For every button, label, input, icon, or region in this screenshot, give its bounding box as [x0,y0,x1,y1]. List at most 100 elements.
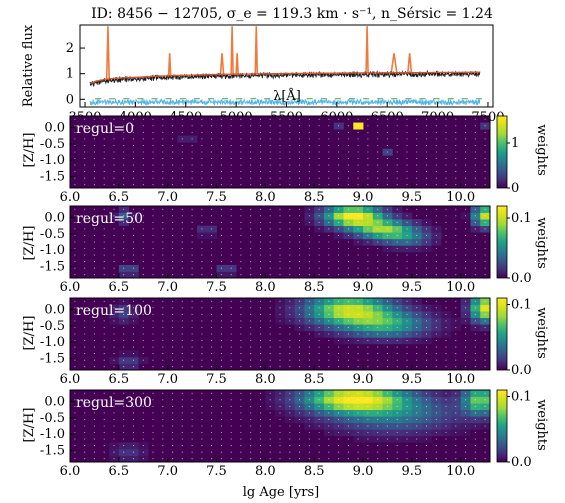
grid-dot [367,234,369,237]
grid-dot [367,326,369,329]
grid-dot [269,151,271,153]
grid-dot [474,267,476,269]
grid-dot [328,451,330,453]
grid-dot [298,333,301,335]
grid-dot [357,234,359,237]
grid-dot [357,151,359,153]
grid-dot [396,171,398,173]
grid-dot [123,405,125,407]
grid-dot [93,326,95,329]
grid-dot [338,366,340,368]
heatmap-x-tick-label: 6.0 [60,464,81,479]
grid-dot [425,366,428,368]
colorbar [496,389,508,463]
grid-dot [259,254,262,256]
grid-dot [357,228,359,230]
grid-dot [474,247,476,250]
grid-dot [396,307,398,309]
grid-dot [377,326,379,329]
grid-dot [259,164,262,166]
grid-dot [250,451,252,453]
grid-dot [93,366,95,368]
grid-dot [74,300,76,302]
grid-dot [279,346,281,348]
grid-dot [386,247,388,250]
grid-dot [386,144,388,147]
grid-dot [172,118,174,120]
grid-dot [191,247,193,250]
grid-dot [367,451,369,453]
grid-dot [259,261,262,263]
grid-dot [240,254,242,256]
colorbar-label: weights [534,399,549,451]
grid-dot [172,241,174,243]
grid-dot [396,320,398,322]
grid-dot [84,221,86,223]
grid-dot [416,333,418,335]
grid-dot [240,399,242,401]
grid-dot [347,261,349,263]
grid-dot [230,208,232,210]
grid-dot [123,228,125,230]
grid-dot [230,359,232,361]
grid-dot [406,241,408,243]
grid-dot [123,359,125,361]
grid-dot [445,346,447,348]
grid-dot [259,431,262,434]
grid-dot [386,320,388,322]
grid-dot [191,118,193,120]
grid-dot [289,164,291,166]
grid-dot [269,366,271,368]
grid-dot [377,438,379,440]
grid-dot [172,164,174,166]
grid-dot [455,164,457,166]
grid-dot [259,320,262,322]
grid-dot [328,405,330,407]
grid-dot [142,353,144,355]
grid-dot [298,234,301,237]
grid-dot [347,431,349,434]
grid-dot [230,412,232,414]
grid-dot [347,208,349,210]
grid-dot [465,392,467,394]
grid-dot [367,221,369,223]
grid-dot [318,177,320,179]
grid-dot [132,307,135,309]
grid-dot [152,300,154,302]
grid-dot [220,184,222,186]
grid-dot [142,346,144,348]
grid-dot [308,171,310,173]
grid-dot [455,425,457,427]
grid-dot [406,164,408,166]
grid-dot [269,431,271,434]
grid-dot [396,131,398,133]
grid-dot [142,215,144,217]
grid-dot [298,399,301,401]
grid-dot [484,184,486,186]
grid-dot [74,221,76,223]
grid-dot [338,359,340,361]
grid-dot [308,254,310,256]
grid-dot [474,445,476,447]
grid-dot [211,247,213,250]
grid-dot [103,307,105,309]
grid-dot [455,458,457,460]
grid-dot [318,300,320,302]
grid-dot [465,247,467,250]
grid-dot [259,366,262,368]
grid-dot [162,131,164,133]
grid-dot [142,425,144,427]
grid-dot [386,346,388,348]
grid-dot [445,445,447,447]
grid-dot [377,458,379,460]
grid-dot [113,177,115,179]
grid-dot [113,131,115,133]
grid-dot [396,118,398,120]
grid-dot [132,339,135,342]
grid-dot [416,300,418,302]
grid-dot [162,366,164,368]
grid-dot [435,118,437,120]
grid-dot [93,307,95,309]
grid-dot [103,438,105,440]
grid-dot [416,438,418,440]
